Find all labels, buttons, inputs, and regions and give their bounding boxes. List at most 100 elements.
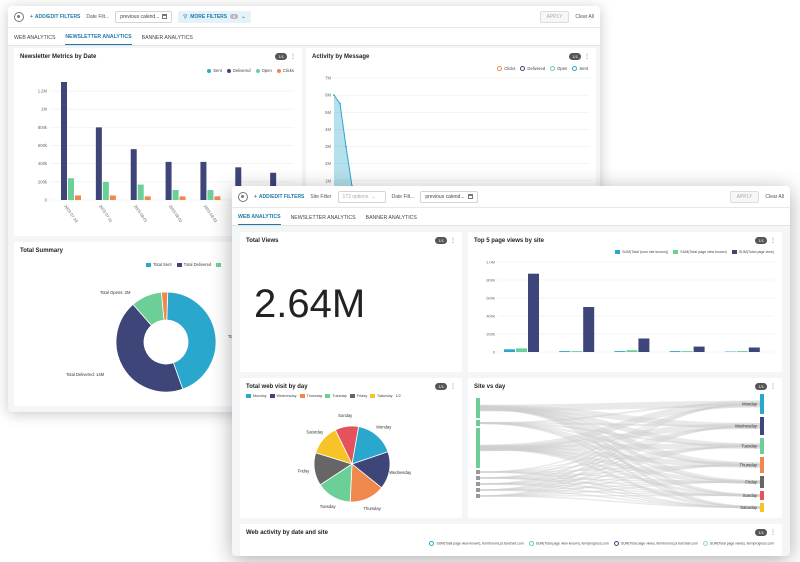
flow-link (479, 464, 761, 473)
bar-delivered (165, 161, 172, 200)
tab-newsletter-analytics[interactable]: NEWSLETTER ANALYTICS (290, 215, 356, 221)
x-tick-label: 2023-08-01 (133, 204, 149, 224)
x-tick-label: 2023-08-02 (168, 204, 184, 224)
legend-item-monday[interactable]: Monday (246, 394, 267, 398)
add-filters-button[interactable]: + ADD/EDIT FILTERS (254, 193, 305, 200)
date-filter-select[interactable]: previous calend... (420, 190, 478, 203)
bar-open (68, 178, 74, 200)
legend-item-total-delivered[interactable]: Total Delivered (176, 262, 211, 267)
page-pill[interactable]: 1/1 (435, 237, 447, 244)
legend-item-sum-page-view-known[interactable]: SUM(Total page view known) (673, 250, 727, 255)
more-options-icon[interactable]: ⋮ (290, 53, 296, 60)
legend-item-more[interactable] (216, 262, 223, 267)
web-activity-panel: Web activity by date and site 1/1 ⋮ SUM(T… (240, 524, 782, 556)
site-filter-select[interactable]: 172 options ⌄ (337, 190, 386, 203)
tab-banner-analytics[interactable]: BANNER ANALYTICS (141, 35, 193, 41)
gear-icon[interactable] (238, 191, 248, 202)
legend-pager[interactable]: 1/2 (395, 394, 401, 398)
more-options-icon[interactable]: ⋮ (770, 529, 776, 536)
date-filter-select[interactable]: previous calend... (115, 10, 173, 23)
page-pill[interactable]: 1/1 (755, 529, 767, 536)
flow-link (479, 425, 761, 479)
legend-item-3[interactable]: SUM(Total page views, fermforums.pl.barc… (613, 541, 698, 546)
bar-site3 (614, 351, 626, 352)
date-filter-label: Date Filt... (391, 193, 415, 200)
bar-site2 (571, 351, 583, 352)
date-filter-value: previous calend... (120, 13, 160, 20)
flow-link (479, 425, 761, 473)
page-pill[interactable]: 1/1 (755, 237, 767, 244)
day-label: Sunday (743, 493, 758, 498)
legend-item-clicks[interactable]: Clicks (497, 66, 515, 72)
y-tick-label: 200k (486, 332, 495, 337)
tab-web-analytics[interactable]: WEB ANALYTICS (14, 35, 56, 41)
legend-item-friday[interactable]: Friday (349, 394, 367, 398)
clear-all-button[interactable]: Clear All (575, 13, 594, 20)
legend-item-tuesday[interactable]: Tuesday (325, 394, 347, 398)
flow-link (479, 422, 761, 427)
clear-all-button[interactable]: Clear All (765, 193, 784, 200)
bar-delivered (130, 149, 137, 200)
legend-item-4[interactable]: SUM(Total page views), fermprogress.com (702, 541, 774, 546)
site-node (476, 476, 480, 480)
legend-item-sent[interactable]: Sent (207, 68, 222, 73)
apply-button[interactable]: APPLY (539, 10, 570, 23)
more-options-icon[interactable]: ⋮ (770, 383, 776, 390)
more-options-icon[interactable]: ⋮ (450, 237, 456, 244)
bar-site5 (748, 347, 760, 352)
bar-clicks (109, 195, 116, 200)
legend-item-open[interactable]: Open (550, 66, 567, 72)
flow-link (479, 446, 761, 497)
legend-item-sent[interactable]: Sent (572, 66, 588, 72)
page-pill[interactable]: 1/1 (755, 383, 767, 390)
more-options-icon[interactable]: ⋮ (450, 383, 456, 390)
flow-link (479, 464, 761, 491)
legend-item-sum-page-view[interactable]: SUM(Total page view) (731, 250, 774, 255)
tab-newsletter-analytics[interactable]: NEWSLETTER ANALYTICS (65, 34, 132, 45)
page-pill[interactable]: 1/1 (569, 53, 581, 60)
flow-link (479, 422, 761, 447)
bar-site5 (736, 351, 748, 352)
tab-web-analytics[interactable]: WEB ANALYTICS (238, 214, 281, 225)
legend-item-thursday[interactable]: Thursday (299, 394, 322, 398)
flow-link (479, 406, 761, 509)
bar-site1 (528, 273, 539, 352)
legend-item-open[interactable]: Open (255, 68, 272, 73)
flow-link (479, 403, 761, 479)
bar-clicks (75, 195, 81, 200)
legend-item-sum-site-known[interactable]: SUM(Total (sum site known)) (615, 250, 668, 255)
legend-item-clicks[interactable]: Clicks (276, 68, 294, 73)
bar-delivered (200, 161, 207, 200)
more-filters-button[interactable]: ▽ MORE FILTERS 0 ⌄ (178, 10, 251, 23)
tab-banner-analytics[interactable]: BANNER ANALYTICS (365, 215, 417, 221)
bar-clicks (144, 196, 151, 200)
filter-bar: + ADD/EDIT FILTERS Site Filter 172 optio… (232, 186, 790, 208)
flow-link (479, 445, 761, 485)
bar-site4 (669, 351, 681, 352)
flow-link (479, 446, 761, 484)
legend-item-delivered[interactable]: Delivered (520, 66, 545, 72)
legend-item-delivered[interactable]: Delivered (226, 68, 251, 73)
more-options-icon[interactable]: ⋮ (584, 53, 590, 60)
more-filters-label: MORE FILTERS (190, 13, 228, 20)
flow-link (479, 481, 761, 491)
legend-item-saturday[interactable]: Saturday (370, 394, 393, 398)
flow-link (479, 464, 761, 479)
add-filters-button[interactable]: + ADD/EDIT FILTERS (30, 13, 81, 20)
legend-item-wednesday[interactable]: Wednesday (269, 394, 297, 398)
x-tick-label: 2023-08-03 (203, 204, 219, 224)
flow-link (479, 494, 761, 497)
legend-item-1[interactable]: SUM(Total page view known), fermforums.p… (429, 541, 524, 546)
page-pill[interactable]: 1/1 (435, 383, 447, 390)
bar-open (172, 190, 179, 200)
legend-item-2[interactable]: SUM(Total page view known), fermprogress… (528, 541, 609, 546)
gear-icon[interactable] (14, 11, 24, 22)
more-options-icon[interactable]: ⋮ (770, 237, 776, 244)
flow-link (479, 481, 761, 497)
total-views-value: 2.64M (254, 282, 366, 326)
legend-item-total-sent[interactable]: Total Sent (146, 262, 172, 267)
apply-button[interactable]: APPLY (729, 190, 760, 203)
flow-link (479, 425, 761, 485)
page-pill[interactable]: 1/1 (275, 53, 287, 60)
site-node (476, 482, 480, 486)
